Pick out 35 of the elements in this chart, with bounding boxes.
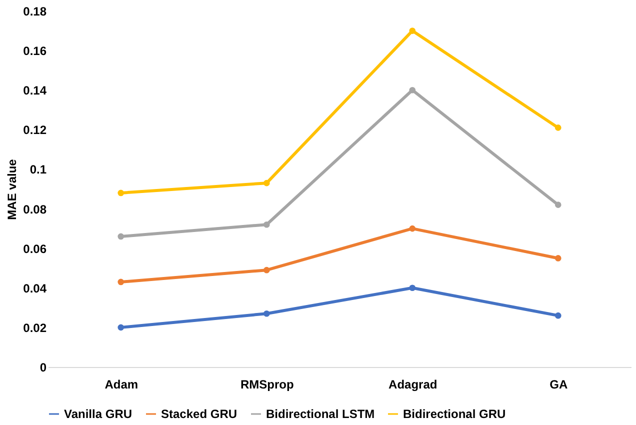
point: [409, 28, 416, 34]
x-tick-label: Adagrad: [388, 378, 438, 392]
y-tick-label: 0.02: [23, 320, 47, 335]
point: [554, 312, 562, 319]
y-tick-label: 0.1: [30, 162, 47, 177]
point: [263, 221, 270, 228]
point: [263, 310, 270, 317]
y-axis-title: MAE value: [5, 158, 20, 220]
y-tick-label: 0: [40, 360, 47, 374]
legend-label: Bidirectional LSTM: [266, 407, 375, 421]
y-tick-label: 0.16: [23, 44, 47, 58]
legend-label: Vanilla GRU: [64, 407, 132, 421]
point: [409, 225, 416, 232]
x-tick-label: GA: [550, 378, 568, 392]
x-tick-label: Adam: [104, 378, 138, 392]
point: [263, 266, 270, 274]
point: [118, 278, 124, 286]
y-tick-label: 0.04: [23, 281, 47, 296]
y-tick-label: 0.06: [23, 242, 47, 256]
point: [118, 190, 124, 196]
point: [118, 233, 124, 240]
legend-label: Stacked GRU: [161, 407, 238, 421]
y-tick-label: 0.12: [23, 123, 47, 138]
point: [554, 124, 562, 131]
y-tick-label: 0.08: [23, 202, 47, 216]
point: [263, 180, 270, 186]
point: [409, 284, 416, 292]
x-tick-label: RMSprop: [240, 378, 294, 392]
point: [409, 86, 416, 94]
point: [118, 324, 124, 331]
point: [554, 202, 562, 208]
point: [554, 255, 562, 262]
y-tick-label: 0.14: [23, 84, 47, 98]
legend-label: Bidirectional GRU: [403, 407, 506, 421]
y-tick-label: 0.18: [23, 4, 47, 18]
